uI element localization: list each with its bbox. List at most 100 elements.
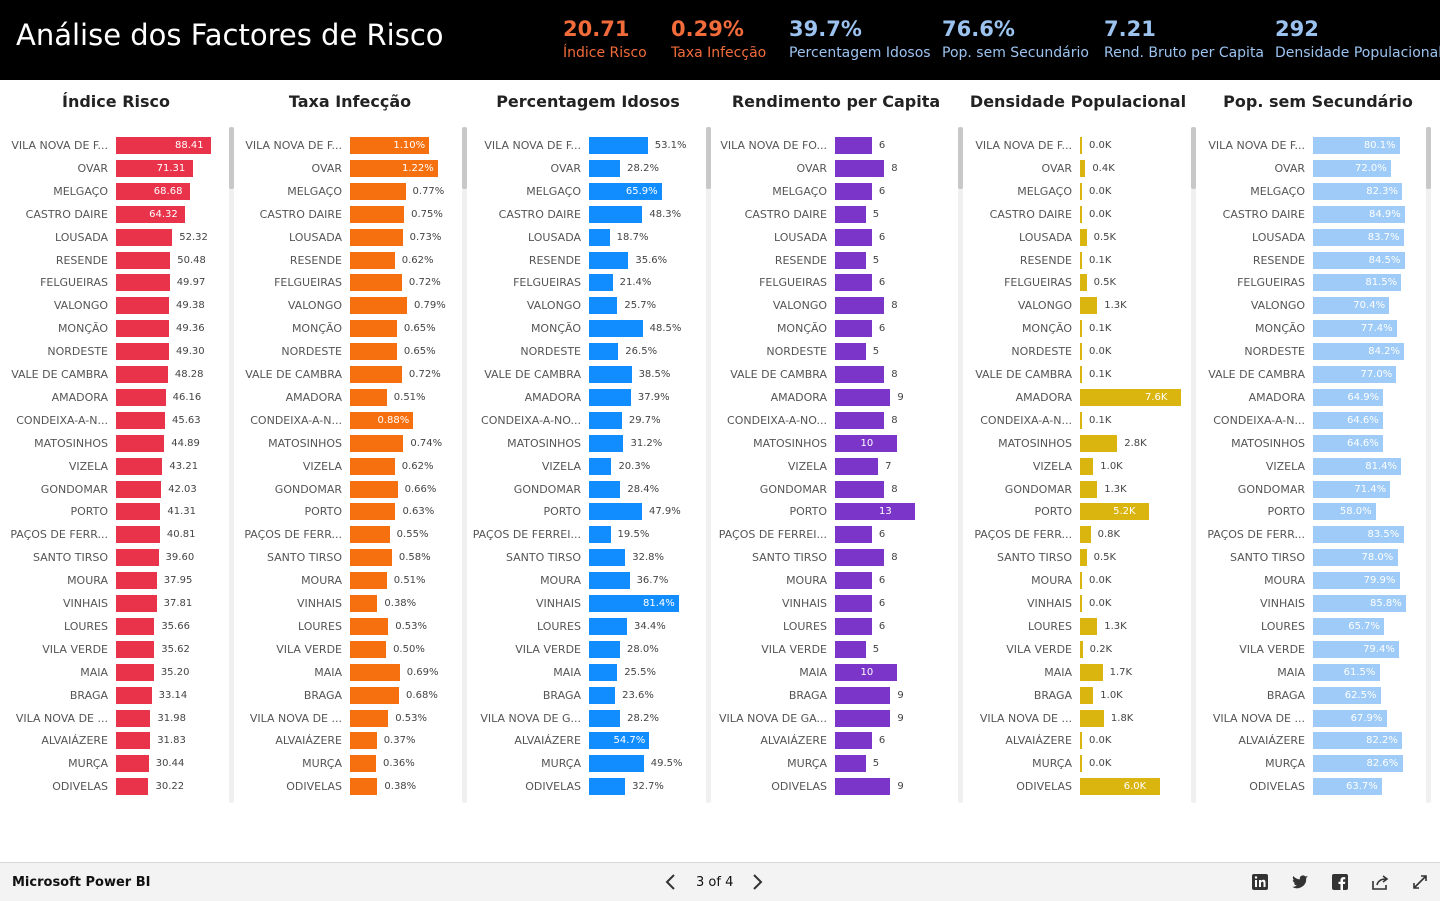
bar[interactable] xyxy=(116,251,171,269)
bar[interactable] xyxy=(589,549,626,567)
bar[interactable] xyxy=(350,595,378,612)
bar[interactable] xyxy=(1080,709,1104,727)
bar[interactable] xyxy=(1080,732,1082,750)
bar[interactable] xyxy=(116,137,211,154)
bar[interactable] xyxy=(1313,755,1403,773)
bar[interactable] xyxy=(1313,663,1380,681)
bar[interactable] xyxy=(1080,686,1094,704)
bar[interactable] xyxy=(589,778,626,796)
linkedin-icon[interactable] xyxy=(1250,872,1270,892)
chevron-right-icon[interactable] xyxy=(750,869,764,901)
scrollbar-thumb[interactable] xyxy=(229,127,234,189)
bar[interactable] xyxy=(1080,617,1098,635)
chevron-left-icon[interactable] xyxy=(664,869,678,901)
scrollbar[interactable] xyxy=(1426,127,1431,803)
bar[interactable] xyxy=(350,526,390,544)
bar[interactable] xyxy=(350,182,406,200)
bar[interactable] xyxy=(835,251,866,269)
bar[interactable] xyxy=(1080,320,1082,338)
bar[interactable] xyxy=(116,411,166,429)
bar[interactable] xyxy=(1080,572,1082,590)
bar[interactable] xyxy=(835,755,866,773)
bar[interactable] xyxy=(350,457,395,475)
bar[interactable] xyxy=(350,778,378,796)
scrollbar-thumb[interactable] xyxy=(706,127,711,189)
bar[interactable] xyxy=(1313,480,1391,498)
bar[interactable] xyxy=(1080,663,1103,681)
scrollbar-thumb[interactable] xyxy=(462,127,467,189)
bar[interactable] xyxy=(116,640,155,658)
bar[interactable] xyxy=(835,686,891,704)
bar[interactable] xyxy=(1313,640,1400,658)
bar[interactable] xyxy=(1313,182,1403,200)
bar[interactable] xyxy=(350,343,397,361)
bar[interactable] xyxy=(1313,274,1402,292)
bar[interactable] xyxy=(589,526,611,544)
bar[interactable] xyxy=(350,159,438,177)
bar[interactable] xyxy=(589,343,619,361)
bar[interactable] xyxy=(1080,137,1082,154)
bar[interactable] xyxy=(589,617,628,635)
bar[interactable] xyxy=(1313,778,1383,796)
bar[interactable] xyxy=(350,320,397,338)
bar[interactable] xyxy=(1313,366,1397,383)
bar[interactable] xyxy=(835,159,885,177)
bar[interactable] xyxy=(116,549,159,567)
bar[interactable] xyxy=(835,411,885,429)
bar[interactable] xyxy=(589,686,616,704)
scrollbar-thumb[interactable] xyxy=(1426,127,1431,189)
bar[interactable] xyxy=(1313,411,1384,429)
bar[interactable] xyxy=(116,663,154,681)
bar[interactable] xyxy=(835,732,872,750)
bar[interactable] xyxy=(350,503,396,521)
bar[interactable] xyxy=(589,182,662,200)
bar[interactable] xyxy=(589,251,629,269)
bar[interactable] xyxy=(350,411,414,429)
bar[interactable] xyxy=(350,617,389,635)
bar[interactable] xyxy=(116,595,157,612)
bar[interactable] xyxy=(589,205,643,223)
bar[interactable] xyxy=(835,297,885,315)
bar[interactable] xyxy=(116,343,169,361)
bar[interactable] xyxy=(350,640,387,658)
bar[interactable] xyxy=(1313,526,1404,544)
bar[interactable] xyxy=(350,549,392,567)
bar[interactable] xyxy=(589,388,631,406)
bar[interactable] xyxy=(1080,411,1082,429)
bar[interactable] xyxy=(1313,549,1398,567)
bar[interactable] xyxy=(1080,480,1098,498)
bar[interactable] xyxy=(589,503,642,521)
bar[interactable] xyxy=(1313,228,1404,246)
bar[interactable] xyxy=(116,755,149,773)
bar[interactable] xyxy=(1313,434,1384,452)
scrollbar[interactable] xyxy=(1191,127,1196,803)
bar[interactable] xyxy=(835,595,872,612)
bar[interactable] xyxy=(589,755,644,773)
bar[interactable] xyxy=(589,137,648,154)
bar[interactable] xyxy=(116,778,149,796)
bar[interactable] xyxy=(835,366,885,383)
bar[interactable] xyxy=(1080,778,1160,796)
scrollbar-thumb[interactable] xyxy=(958,127,963,189)
twitter-icon[interactable] xyxy=(1290,872,1310,892)
bar[interactable] xyxy=(350,205,405,223)
bar[interactable] xyxy=(835,205,866,223)
bar[interactable] xyxy=(1313,320,1397,338)
bar[interactable] xyxy=(350,137,430,154)
bar[interactable] xyxy=(589,572,630,590)
bar[interactable] xyxy=(116,366,168,383)
bar[interactable] xyxy=(350,686,400,704)
bar[interactable] xyxy=(1080,205,1082,223)
bar[interactable] xyxy=(589,411,622,429)
scrollbar[interactable] xyxy=(958,127,963,803)
bar[interactable] xyxy=(1313,388,1384,406)
bar[interactable] xyxy=(835,320,872,338)
bar[interactable] xyxy=(1313,617,1385,635)
bar[interactable] xyxy=(350,663,400,681)
bar[interactable] xyxy=(1313,251,1405,269)
bar[interactable] xyxy=(835,274,872,292)
bar[interactable] xyxy=(835,182,872,200)
bar[interactable] xyxy=(350,274,402,292)
bar[interactable] xyxy=(589,732,650,750)
bar[interactable] xyxy=(1080,228,1087,246)
